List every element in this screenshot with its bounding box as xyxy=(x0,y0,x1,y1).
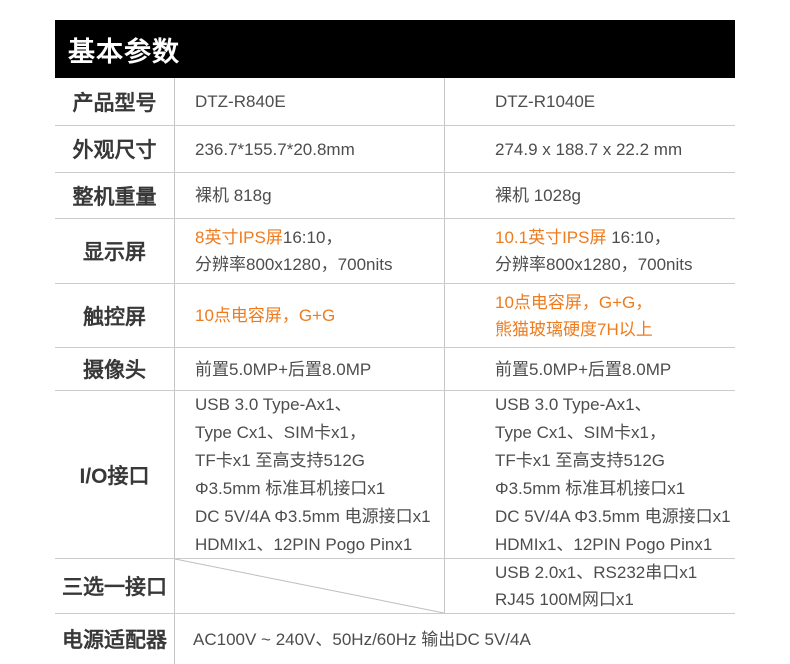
io-left-line: Type Cx1、SIM卡x1， xyxy=(195,422,366,442)
touch-left-line1: 10点电容屏，G+G xyxy=(195,306,336,325)
table-row-display: 显示屏 8英寸IPS屏16:10， 分辨率800x1280，700nits 10… xyxy=(55,218,735,283)
display-right-line1-rest: 16:10， xyxy=(606,228,671,247)
display-left-line1: 8英寸IPS屏16:10， xyxy=(195,224,444,251)
row-label-display: 显示屏 xyxy=(55,219,175,283)
display-value-right: 10.1英寸IPS屏 16:10， 分辨率800x1280，700nits xyxy=(445,219,735,283)
io-value-left: USB 3.0 Type-Ax1、 Type Cx1、SIM卡x1， TF卡x1… xyxy=(175,391,445,558)
row-label-camera: 摄像头 xyxy=(55,348,175,390)
model-value-right: DTZ-R1040E xyxy=(495,92,596,111)
dimensions-value-left: 236.7*155.7*20.8mm xyxy=(175,126,445,172)
touch-right-line1: 10点电容屏，G+G， xyxy=(495,292,653,312)
table-row-io: I/O接口 USB 3.0 Type-Ax1、 Type Cx1、SIM卡x1，… xyxy=(55,390,735,558)
touch-value-left: 10点电容屏，G+G xyxy=(175,284,445,347)
display-left-line2: 分辨率800x1280，700nits xyxy=(195,255,393,274)
io-right-line: DC 5V/4A Φ3.5mm 电源接口x1 xyxy=(495,506,731,526)
row-label-io: I/O接口 xyxy=(55,391,175,558)
touch-right-line2: 熊猫玻璃硬度7H以上 xyxy=(495,319,653,339)
row-label-touch: 触控屏 xyxy=(55,284,175,347)
io-value-right: USB 3.0 Type-Ax1、 Type Cx1、SIM卡x1， TF卡x1… xyxy=(445,391,735,558)
io-right-line: TF卡x1 至高支持512G xyxy=(495,450,666,470)
row-label-weight: 整机重量 xyxy=(55,173,175,218)
display-right-line2: 分辨率800x1280，700nits xyxy=(495,255,693,274)
io-right-line: HDMIx1、12PIN Pogo Pinx1 xyxy=(495,534,713,554)
weight-value-left: 裸机 818g xyxy=(175,173,445,218)
power-value: AC100V ~ 240V、50Hz/60Hz 输出DC 5V/4A xyxy=(193,629,531,649)
combo-empty-cell xyxy=(175,559,445,613)
dimensions-value-right: 274.9 x 188.7 x 22.2 mm xyxy=(495,139,683,159)
display-right-highlight: 10.1英寸IPS屏 xyxy=(495,228,607,247)
table-row-model: 产品型号 DTZ-R840E DTZ-R1040E xyxy=(55,78,735,125)
combo-value-right: USB 2.0x1、RS232串口x1 RJ45 100M网口x1 xyxy=(445,559,735,613)
io-left-line: Φ3.5mm 标准耳机接口x1 xyxy=(195,478,386,498)
io-left-line: HDMIx1、12PIN Pogo Pinx1 xyxy=(195,534,413,554)
table-row-dimensions: 外观尺寸 236.7*155.7*20.8mm 274.9 x 188.7 x … xyxy=(55,125,735,172)
section-title: 基本参数 xyxy=(68,36,180,67)
section-header: 基本参数 xyxy=(55,20,735,78)
display-left-line1-rest: 16:10， xyxy=(282,228,343,247)
io-right-line: Type Cx1、SIM卡x1， xyxy=(495,422,666,442)
spec-table: 产品型号 DTZ-R840E DTZ-R1040E 外观尺寸 236.7*155… xyxy=(55,78,735,664)
camera-value-right: 前置5.0MP+后置8.0MP xyxy=(495,359,672,379)
row-label-power: 电源适配器 xyxy=(55,614,175,664)
table-row-weight: 整机重量 裸机 818g 裸机 1028g xyxy=(55,172,735,218)
touch-value-right: 10点电容屏，G+G， 熊猫玻璃硬度7H以上 xyxy=(445,284,735,347)
display-right-line1: 10.1英寸IPS屏 16:10， xyxy=(495,224,735,251)
io-left-line: TF卡x1 至高支持512G xyxy=(195,450,366,470)
display-value-left: 8英寸IPS屏16:10， 分辨率800x1280，700nits xyxy=(175,219,445,283)
display-left-highlight: 8英寸IPS屏 xyxy=(195,228,283,247)
diagonal-slash xyxy=(175,559,444,613)
combo-right-line1: USB 2.0x1、RS232串口x1 xyxy=(495,563,698,582)
table-row-power: 电源适配器 AC100V ~ 240V、50Hz/60Hz 输出DC 5V/4A xyxy=(55,613,735,664)
table-row-combo: 三选一接口 USB 2.0x1、RS232串口x1 RJ45 100M网口x1 xyxy=(55,558,735,613)
io-right-line: Φ3.5mm 标准耳机接口x1 xyxy=(495,478,686,498)
weight-value-right: 裸机 1028g xyxy=(495,186,581,205)
io-left-line: USB 3.0 Type-Ax1、 xyxy=(195,394,352,414)
model-value-left: DTZ-R840E xyxy=(175,78,445,125)
combo-right-line2: RJ45 100M网口x1 xyxy=(495,590,634,609)
io-left-line: DC 5V/4A Φ3.5mm 电源接口x1 xyxy=(195,506,431,526)
io-right-line: USB 3.0 Type-Ax1、 xyxy=(495,394,652,414)
table-row-camera: 摄像头 前置5.0MP+后置8.0MP 前置5.0MP+后置8.0MP xyxy=(55,347,735,390)
row-label-dimensions: 外观尺寸 xyxy=(55,126,175,172)
camera-value-left: 前置5.0MP+后置8.0MP xyxy=(175,348,445,390)
row-label-model: 产品型号 xyxy=(55,78,175,125)
table-row-touch: 触控屏 10点电容屏，G+G 10点电容屏，G+G， 熊猫玻璃硬度7H以上 xyxy=(55,283,735,347)
row-label-combo: 三选一接口 xyxy=(55,559,175,613)
